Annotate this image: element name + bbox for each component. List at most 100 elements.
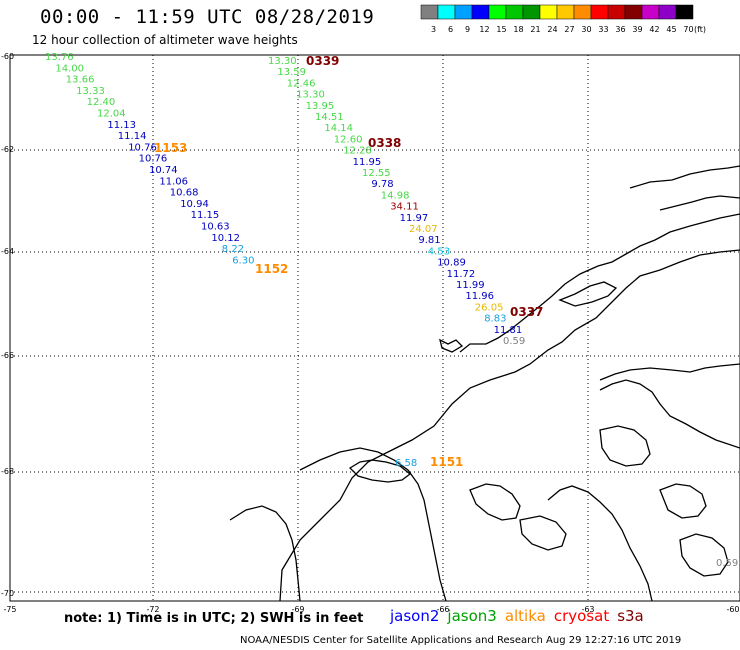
satellite-key-cryosat: cryosat xyxy=(553,607,610,625)
legend-swatch xyxy=(471,4,490,20)
swh-observation: 13.59 xyxy=(277,67,306,78)
longitude-label: -69 xyxy=(291,605,304,614)
legend-swatch xyxy=(488,4,507,20)
pass-time-label: 1153 xyxy=(154,141,187,155)
swh-observation: 11.99 xyxy=(456,280,485,291)
swh-observation: 8.83 xyxy=(484,314,506,325)
wave-height-legend: 3 6 9 12 15 18 21 24 27 30 33 36 39 42 45 70 (ft) xyxy=(420,4,736,38)
units-note: note: 1) Time is in UTC; 2) SWH is in fe… xyxy=(64,611,364,626)
swh-observation: 11.96 xyxy=(465,291,494,302)
latitude-label: -60 xyxy=(1,52,14,61)
swh-observation: 10.94 xyxy=(180,199,209,210)
longitude-label: -75 xyxy=(3,605,16,614)
satellite-key-jason2: jason2 xyxy=(390,607,440,625)
legend-bin-label: 70 xyxy=(683,25,693,34)
legend-swatch xyxy=(641,4,660,20)
legend-swatch xyxy=(505,4,524,20)
legend-bin-label: 39 xyxy=(632,25,642,34)
swh-observation: 10.12 xyxy=(211,233,240,244)
latitude-label: -66 xyxy=(1,351,14,360)
page-title: 00:00 - 11:59 UTC 08/28/2019 xyxy=(40,6,375,28)
latitude-label: -64 xyxy=(1,247,14,256)
swh-observation: 9.81 xyxy=(418,235,440,246)
legend-bin-label: 27 xyxy=(564,25,574,34)
swh-observation: 12.46 xyxy=(287,78,316,89)
legend-bin-label: 18 xyxy=(513,25,523,34)
legend-unit-label: (ft) xyxy=(694,25,706,34)
swh-observation: 10.76 xyxy=(139,154,168,165)
legend-swatch xyxy=(590,4,609,20)
swh-observation: 10.74 xyxy=(149,165,178,176)
page-subtitle: 12 hour collection of altimeter wave hei… xyxy=(32,33,298,47)
longitude-label: -72 xyxy=(146,605,159,614)
swh-observation: 8.22 xyxy=(222,244,244,255)
legend-bin-label: 30 xyxy=(581,25,591,34)
legend-bin-label: 3 xyxy=(431,25,436,34)
pass-time-label: 1151 xyxy=(430,455,463,469)
swh-observation: 13.30 xyxy=(268,56,297,67)
legend-swatch xyxy=(522,4,541,20)
satellite-key-jason3: jason3 xyxy=(447,607,497,625)
longitude-label: -60 xyxy=(726,605,739,614)
legend-swatch xyxy=(624,4,643,20)
swh-observation: 11.72 xyxy=(447,269,476,280)
swh-observation: 26.05 xyxy=(475,302,504,313)
legend-bin-label: 21 xyxy=(530,25,540,34)
legend-swatches: 3 6 9 12 15 18 21 24 27 30 33 36 39 42 45 70 (ft) xyxy=(420,4,706,34)
legend-bin-label: 6 xyxy=(448,25,453,34)
swh-observation: 11.14 xyxy=(118,131,147,142)
latitude-label: -70 xyxy=(1,589,14,598)
satellite-key-s3a: s3a xyxy=(617,607,644,625)
legend-swatch xyxy=(539,4,558,20)
pass-time-label: 0338 xyxy=(368,136,401,150)
legend-swatch xyxy=(675,4,694,20)
swh-observation: 13.30 xyxy=(296,90,325,101)
legend-swatch xyxy=(607,4,626,20)
satellite-key: jason2 jason3 altika cryosat s3a xyxy=(390,607,652,625)
swh-observation: 6.30 xyxy=(232,255,254,266)
swh-observation: 12.04 xyxy=(97,109,126,120)
swh-observation: 13.95 xyxy=(306,101,335,112)
swh-observation: 12.28 xyxy=(343,146,372,157)
legend-bin-label: 33 xyxy=(598,25,608,34)
swh-observation: 9.78 xyxy=(371,179,393,190)
latitude-label: -68 xyxy=(1,467,14,476)
graticule xyxy=(10,55,740,601)
swh-observation: 10.76 xyxy=(128,142,157,153)
legend-swatch xyxy=(573,4,592,20)
swh-observation: 14.14 xyxy=(324,123,353,134)
swh-observation: 0.59 xyxy=(716,558,738,569)
swh-observation: 10.63 xyxy=(201,222,230,233)
pass-time-label: 1152 xyxy=(255,262,288,276)
swh-observation: 14.00 xyxy=(55,63,84,74)
swh-observation: 6.58 xyxy=(395,458,417,469)
map-frame xyxy=(9,54,740,602)
swh-observation: 24.07 xyxy=(409,224,438,235)
swh-observation: 11.15 xyxy=(191,210,220,221)
legend-bin-label: 15 xyxy=(496,25,506,34)
legend-bin-label: 9 xyxy=(465,25,470,34)
legend-swatch xyxy=(556,4,575,20)
legend-swatch xyxy=(454,4,473,20)
legend-swatch xyxy=(658,4,677,20)
altimeter-tracks: 13.7614.0013.6613.3312.4012.0411.1311.14… xyxy=(45,52,738,569)
swh-observation: 11.95 xyxy=(353,157,382,168)
swh-observation: 10.89 xyxy=(437,258,466,269)
pass-time-label: 0339 xyxy=(306,54,339,68)
pass-time-label: 0337 xyxy=(510,305,543,319)
coastline xyxy=(229,165,740,602)
swh-observation: 10.68 xyxy=(170,188,199,199)
longitude-label: -66 xyxy=(436,605,449,614)
swh-observation: 14.98 xyxy=(381,190,410,201)
swh-observation: 13.33 xyxy=(76,86,105,97)
swh-observation: 0.59 xyxy=(503,336,525,347)
legend-swatch xyxy=(437,4,456,20)
legend-bin-label: 36 xyxy=(615,25,625,34)
legend-bin-label: 12 xyxy=(479,25,489,34)
swh-observation: 12.40 xyxy=(87,97,116,108)
swh-observation: 11.13 xyxy=(107,120,136,131)
swh-observation: 11.06 xyxy=(159,176,188,187)
latitude-label: -62 xyxy=(1,145,14,154)
